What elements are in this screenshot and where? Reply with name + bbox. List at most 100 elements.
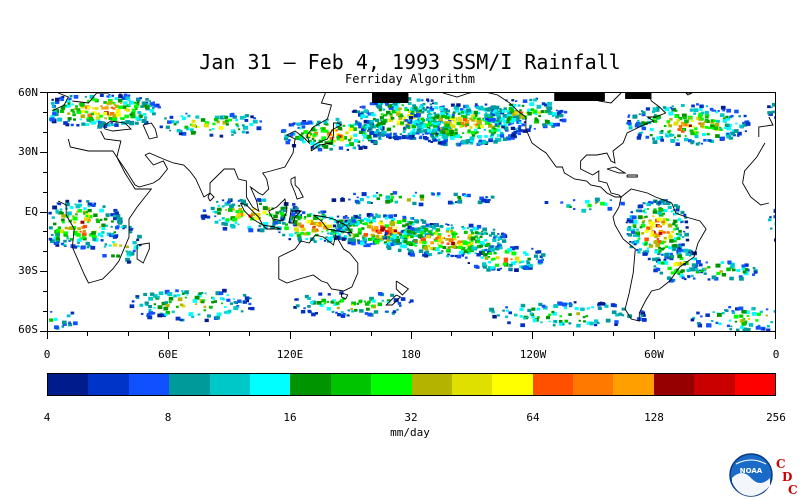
rain-cell [55, 228, 61, 233]
rain-cell [678, 247, 682, 250]
rain-cell [682, 128, 686, 131]
rain-cell [164, 313, 168, 317]
rain-cell [632, 241, 635, 243]
rain-cell [336, 215, 340, 218]
rain-cell [765, 308, 769, 311]
rain-cell [341, 314, 346, 318]
ice-region [554, 93, 605, 101]
rain-cell [86, 200, 90, 203]
rain-cell [382, 236, 386, 239]
rain-cell [445, 238, 449, 241]
rain-cell [526, 112, 529, 115]
rain-cell [408, 242, 413, 246]
rain-cell [547, 101, 552, 106]
rain-cell [391, 239, 397, 244]
rain-cell [600, 201, 605, 206]
rain-cell [337, 121, 342, 125]
rain-cell [75, 105, 78, 108]
rain-cell [518, 129, 523, 133]
rain-cell [300, 231, 304, 235]
rain-cell [403, 240, 408, 244]
rain-cell [424, 254, 428, 258]
rain-cell [359, 106, 362, 108]
rain-cell [382, 108, 386, 111]
rain-cell [80, 220, 85, 224]
rain-cell [446, 242, 450, 245]
rain-cell [362, 133, 365, 136]
rain-cell [439, 107, 445, 111]
rain-cell [492, 236, 496, 239]
rain-cell [149, 292, 155, 296]
rain-cell [367, 300, 371, 304]
rain-cell [495, 256, 500, 260]
rain-cell [641, 126, 646, 131]
rain-cell [103, 101, 107, 104]
rain-cell [403, 126, 406, 129]
rain-cell [70, 311, 75, 315]
rain-cell [477, 238, 480, 241]
rain-cell [458, 250, 464, 255]
rain-cell [457, 195, 461, 199]
rain-cell [235, 119, 239, 122]
rain-cell [433, 125, 438, 129]
rain-cell [528, 263, 533, 268]
rain-cell [359, 309, 364, 313]
rain-cell [59, 96, 63, 100]
rain-cell [730, 132, 735, 136]
rain-cell [401, 104, 404, 107]
rain-cell [660, 200, 664, 203]
rain-cell [179, 318, 183, 322]
rain-cell [370, 304, 375, 308]
rain-cell [448, 121, 452, 124]
rain-cell [465, 139, 471, 143]
rain-cell [582, 316, 586, 319]
rain-cell [396, 308, 399, 311]
rain-cell [456, 254, 462, 259]
rain-cell [669, 106, 672, 109]
rain-cell [108, 100, 113, 105]
rain-cell [430, 99, 434, 102]
rain-cell [492, 257, 496, 261]
rain-cell [335, 227, 338, 230]
lat-label-60s: 60S [18, 323, 38, 336]
rain-cell [695, 131, 699, 134]
rain-cell [84, 110, 88, 114]
rain-cell [403, 237, 408, 241]
rain-cell [424, 108, 428, 111]
rain-cell [354, 233, 359, 237]
rain-cell [467, 246, 472, 250]
rain-cell [419, 105, 423, 109]
rain-cell [410, 217, 413, 220]
rain-cell [387, 241, 393, 246]
rain-cell [405, 227, 410, 231]
coastline [262, 224, 282, 230]
rain-cell [126, 260, 131, 264]
logo-letter-c2: C [788, 483, 798, 497]
rain-cell [678, 125, 683, 128]
rain-cell [690, 252, 694, 256]
rain-cell [738, 306, 744, 311]
rain-cell [379, 237, 384, 241]
rain-cell [332, 234, 337, 238]
rain-cell [672, 247, 677, 251]
rain-cell [730, 114, 734, 118]
rain-cell [451, 113, 455, 117]
rain-cell [407, 225, 412, 230]
rain-cell [484, 110, 487, 113]
rain-cell [676, 237, 681, 241]
rain-cell [636, 136, 642, 140]
rain-cell [62, 320, 67, 325]
rain-cell [63, 234, 68, 237]
rain-cell [152, 101, 155, 104]
rain-cell [421, 225, 427, 229]
rain-cell [740, 319, 745, 323]
rain-cell [68, 321, 71, 324]
rain-cell [715, 321, 719, 324]
rain-cell [645, 135, 650, 139]
rain-cell [695, 142, 700, 146]
rain-cell [430, 121, 434, 125]
rain-cell [248, 307, 252, 310]
rain-cell [744, 320, 748, 324]
rain-cell [390, 220, 394, 223]
rain-cell [161, 313, 166, 318]
